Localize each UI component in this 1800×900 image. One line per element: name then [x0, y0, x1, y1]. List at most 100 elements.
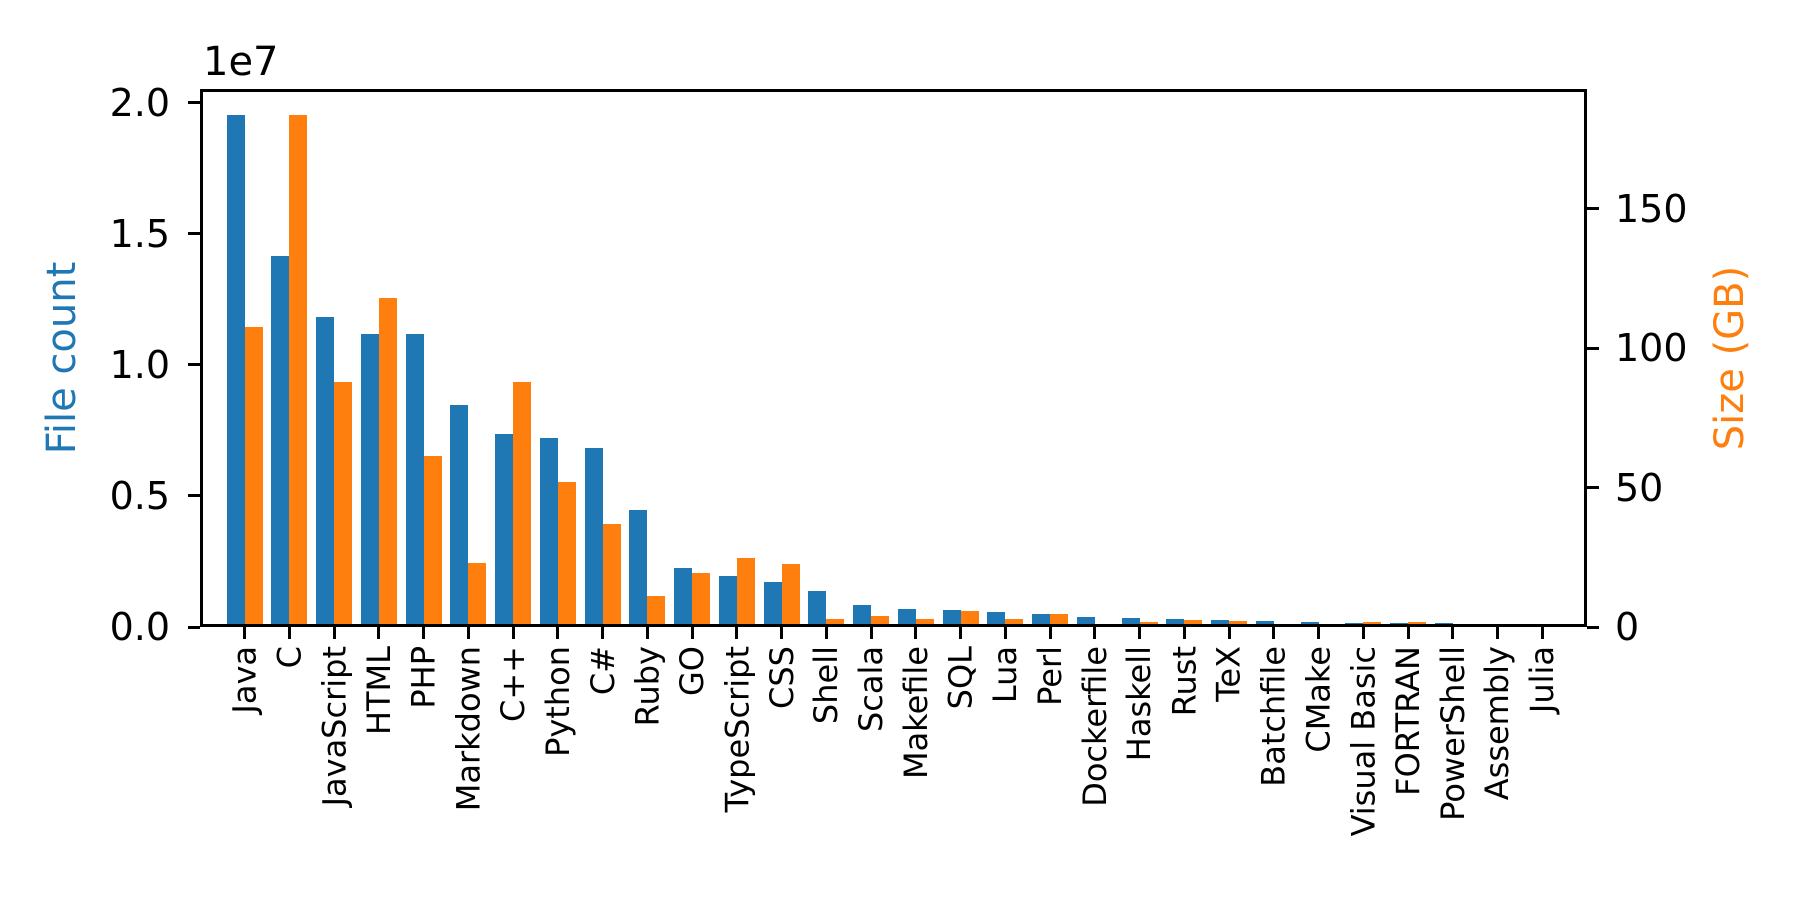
right-ytick-label-0: 0	[1615, 605, 1640, 649]
xtick-label-lua: Lua	[986, 646, 1025, 704]
bar-file-count-sql	[942, 610, 961, 627]
xtick-mark-shell	[824, 627, 828, 639]
xtick-label-cmake: CMake	[1299, 646, 1338, 753]
bar-file-count-c	[271, 256, 290, 627]
bar-size-gb-rust	[1184, 620, 1203, 627]
bar-size-gb-lua	[1005, 619, 1024, 627]
xtick-mark-c	[601, 627, 605, 639]
xtick-label-ruby: Ruby	[628, 646, 667, 727]
xtick-mark-go	[690, 627, 694, 639]
left-ytick-mark-0.5	[188, 494, 200, 498]
xtick-mark-scala	[869, 627, 873, 639]
xtick-label-perl: Perl	[1031, 646, 1070, 706]
xtick-label-python: Python	[538, 646, 577, 757]
bar-size-gb-html	[378, 298, 397, 627]
bar-size-gb-php	[423, 456, 442, 627]
bar-size-gb-c	[513, 382, 532, 627]
xtick-mark-haskell	[1138, 627, 1142, 639]
xtick-mark-lua	[1003, 627, 1007, 639]
right-ytick-label-50: 50	[1615, 465, 1664, 510]
xtick-label-shell: Shell	[807, 646, 846, 725]
xtick-label-powershell: PowerShell	[1433, 646, 1472, 821]
bar-size-gb-go	[692, 573, 711, 627]
right-ytick-label-150: 150	[1615, 186, 1688, 231]
xtick-mark-makefile	[914, 627, 918, 639]
xtick-mark-visual-basic	[1361, 627, 1365, 639]
bar-file-count-java	[226, 115, 245, 627]
xtick-label-go: GO	[673, 646, 712, 696]
xtick-label-css: CSS	[762, 646, 801, 709]
bar-file-count-typescript	[718, 576, 737, 627]
bar-file-count-tex	[1211, 620, 1230, 627]
xtick-mark-java	[243, 627, 247, 639]
xtick-mark-c	[511, 627, 515, 639]
xtick-label-scala: Scala	[852, 646, 891, 733]
xtick-label-c: C++	[494, 646, 533, 722]
plot-area	[200, 89, 1587, 627]
xtick-mark-sql	[959, 627, 963, 639]
xtick-label-javascript: JavaScript	[315, 646, 354, 807]
xtick-mark-markdown	[466, 627, 470, 639]
bar-size-gb-typescript	[736, 558, 755, 627]
bar-file-count-php	[405, 334, 424, 627]
bar-file-count-css	[763, 582, 782, 627]
bar-size-gb-python	[557, 482, 576, 627]
left-ytick-mark-2.0	[188, 101, 200, 105]
bar-file-count-python	[539, 438, 558, 627]
xtick-mark-php	[422, 627, 426, 639]
bar-file-count-rust	[1166, 619, 1185, 627]
right-ytick-mark-0	[1587, 625, 1599, 629]
xtick-mark-c	[287, 627, 291, 639]
xtick-label-markdown: Markdown	[449, 646, 488, 812]
xtick-label-php: PHP	[404, 646, 443, 709]
xtick-mark-rust	[1182, 627, 1186, 639]
left-ytick-mark-0.0	[188, 625, 200, 629]
bar-size-gb-markdown	[468, 563, 487, 627]
bar-size-gb-c	[289, 115, 308, 627]
bar-size-gb-javascript	[334, 382, 353, 627]
bar-file-count-go	[674, 568, 693, 627]
bar-file-count-dockerfile	[1076, 617, 1095, 627]
right-ytick-mark-150	[1587, 207, 1599, 211]
right-ytick-mark-50	[1587, 486, 1599, 490]
xtick-mark-python	[556, 627, 560, 639]
xtick-label-makefile: Makefile	[896, 646, 935, 780]
xtick-label-rust: Rust	[1165, 646, 1204, 717]
xtick-mark-html	[377, 627, 381, 639]
bar-file-count-c	[584, 448, 603, 627]
bar-file-count-makefile	[897, 609, 916, 627]
bar-file-count-html	[360, 334, 379, 627]
bar-file-count-c	[495, 434, 514, 627]
left-axis-offset-label: 1e7	[203, 39, 279, 85]
xtick-label-assembly: Assembly	[1478, 646, 1517, 801]
xtick-label-java: Java	[225, 646, 264, 714]
xtick-mark-ruby	[645, 627, 649, 639]
left-ytick-label-0.0: 0.0	[109, 605, 170, 649]
xtick-mark-julia	[1540, 627, 1544, 639]
xtick-label-dockerfile: Dockerfile	[1075, 646, 1114, 807]
right-ytick-label-100: 100	[1615, 326, 1688, 371]
xtick-label-typescript: TypeScript	[717, 646, 756, 813]
left-ytick-label-1.5: 1.5	[109, 211, 170, 256]
xtick-label-batchfile: Batchfile	[1254, 646, 1293, 787]
xtick-label-c: C#	[583, 646, 622, 696]
bar-file-count-shell	[808, 591, 827, 627]
left-ytick-label-2.0: 2.0	[109, 80, 170, 125]
bar-size-gb-ruby	[647, 596, 666, 627]
xtick-mark-tex	[1227, 627, 1231, 639]
bar-size-gb-shell	[826, 619, 845, 627]
bar-size-gb-c	[602, 524, 621, 627]
bar-size-gb-perl	[1050, 614, 1069, 627]
bar-size-gb-css	[781, 564, 800, 627]
bar-file-count-scala	[853, 605, 872, 627]
left-ytick-label-0.5: 0.5	[109, 473, 170, 518]
bar-file-count-ruby	[629, 510, 648, 627]
bar-size-gb-makefile	[915, 619, 934, 627]
left-ytick-label-1.0: 1.0	[109, 342, 170, 387]
xtick-label-julia: Julia	[1523, 646, 1562, 714]
xtick-mark-css	[780, 627, 784, 639]
right-axis-title: Size (GB)	[1707, 265, 1753, 451]
xtick-label-fortran: FORTRAN	[1389, 646, 1428, 796]
xtick-mark-powershell	[1451, 627, 1455, 639]
